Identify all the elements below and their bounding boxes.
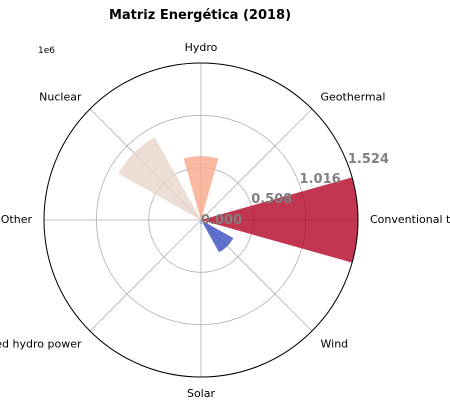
bar-solar	[199, 220, 203, 225]
category-label-pumped-hydro-power: Pumped hydro power	[0, 338, 82, 351]
category-labels: Conventional thermal Geothermal Hydro Nucle…	[0, 41, 450, 400]
bar-conventional-thermal	[201, 177, 358, 263]
category-label-wind: Wind	[321, 338, 349, 351]
category-label-solar: Solar	[187, 387, 216, 400]
category-label-hydro: Hydro	[185, 41, 218, 54]
grid-spoke-1	[200, 108, 313, 221]
radial-scale-label: 1e6	[38, 46, 55, 56]
bars	[118, 137, 358, 263]
radial-tick-label-0: 0.000	[201, 213, 242, 228]
category-label-nuclear: Nuclear	[39, 90, 82, 103]
category-label-conventional-thermal: Conventional thermal	[370, 213, 450, 226]
radial-tick-label-3: 1.524	[348, 152, 389, 167]
radial-tick-label-2: 1.016	[300, 172, 341, 187]
grid-spoke-5	[89, 219, 202, 332]
category-label-other: Other	[1, 213, 33, 226]
radial-tick-label-1: 0.508	[251, 192, 292, 207]
bar-wind	[201, 220, 234, 253]
polar-spine	[43, 62, 359, 378]
chart-title: Matriz Energética (2018)	[109, 8, 291, 23]
bar-nuclear	[118, 137, 201, 220]
radial-tick-labels: 0.000 0.508 1.016 1.524	[201, 152, 389, 228]
bar-hydro	[183, 156, 219, 220]
category-label-geothermal: Geothermal	[321, 90, 386, 103]
